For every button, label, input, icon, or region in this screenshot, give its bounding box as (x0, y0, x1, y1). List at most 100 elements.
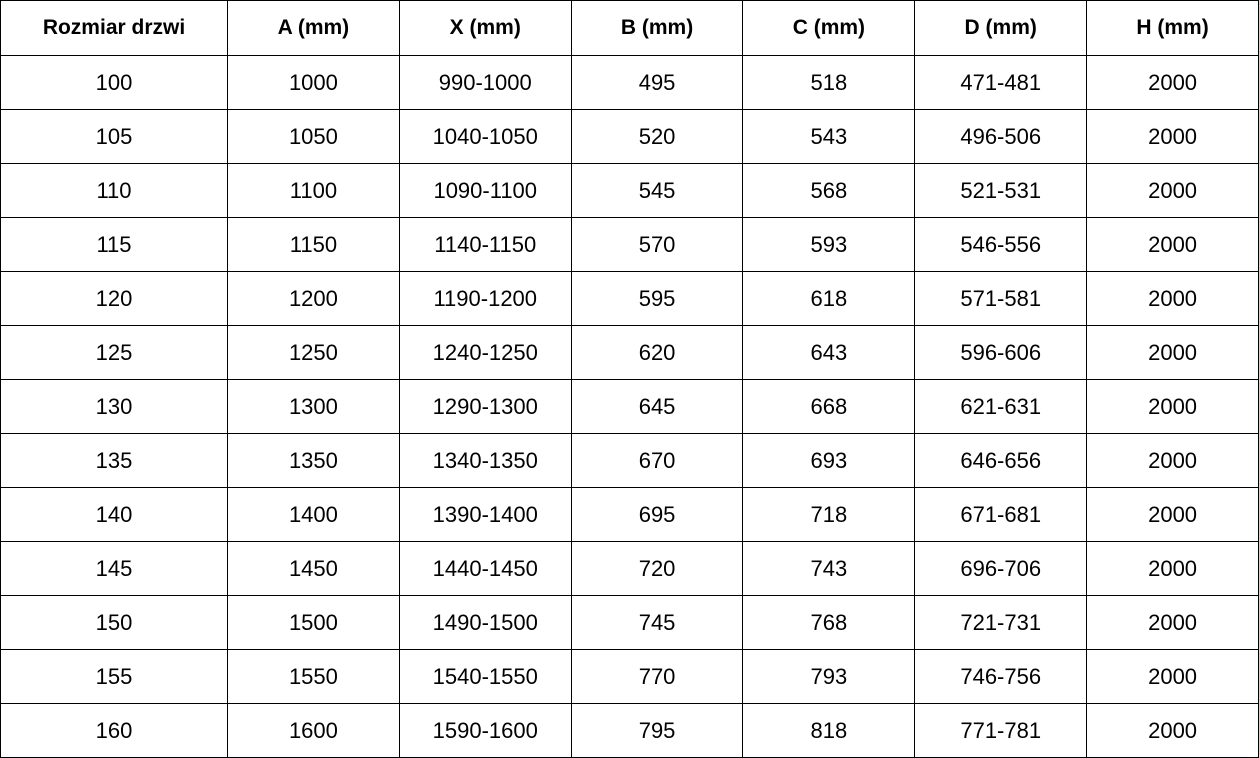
table-cell: 745 (570, 595, 744, 650)
table-cell: 695 (570, 487, 744, 542)
table-cell: 671-681 (914, 487, 1088, 542)
table-cell: 693 (742, 433, 916, 488)
table-cell: 1000 (227, 55, 400, 110)
table-header: Rozmiar drzwi A (mm) X (mm) B (mm) C (mm) D (… (0, 0, 1259, 56)
column-header: H (mm) (1086, 0, 1259, 56)
table-cell: 496-506 (914, 109, 1088, 164)
table-cell: 2000 (1086, 703, 1259, 758)
table-cell: 135 (0, 433, 228, 488)
table-cell: 155 (0, 649, 228, 704)
table-cell: 621-631 (914, 379, 1088, 434)
table-cell: 521-531 (914, 163, 1088, 218)
table-cell: 2000 (1086, 55, 1259, 110)
column-header: C (mm) (742, 0, 916, 56)
table-cell: 668 (742, 379, 916, 434)
table-cell: 720 (570, 541, 744, 596)
table-cell: 1600 (227, 703, 400, 758)
table-cell: 1390-1400 (398, 487, 572, 542)
table-row: 135 1350 1340-1350 670 693 646-656 2000 (0, 433, 1259, 488)
table-cell: 718 (742, 487, 916, 542)
table-cell: 2000 (1086, 541, 1259, 596)
table-cell: 1300 (227, 379, 400, 434)
table-cell: 2000 (1086, 649, 1259, 704)
table-cell: 2000 (1086, 109, 1259, 164)
table-cell: 1250 (227, 325, 400, 380)
table-cell: 545 (570, 163, 744, 218)
table-cell: 105 (0, 109, 228, 164)
table-cell: 645 (570, 379, 744, 434)
table-cell: 1500 (227, 595, 400, 650)
column-header: A (mm) (227, 0, 400, 56)
table-cell: 620 (570, 325, 744, 380)
table-cell: 2000 (1086, 379, 1259, 434)
table-cell: 1350 (227, 433, 400, 488)
table-cell: 1240-1250 (398, 325, 572, 380)
table-cell: 1340-1350 (398, 433, 572, 488)
table-cell: 770 (570, 649, 744, 704)
column-header: D (mm) (914, 0, 1088, 56)
table-cell: 520 (570, 109, 744, 164)
table-cell: 1440-1450 (398, 541, 572, 596)
table-cell: 746-756 (914, 649, 1088, 704)
table-cell: 1190-1200 (398, 271, 572, 326)
table-row: 140 1400 1390-1400 695 718 671-681 2000 (0, 487, 1259, 542)
table-cell: 2000 (1086, 271, 1259, 326)
table-cell: 568 (742, 163, 916, 218)
table-cell: 100 (0, 55, 228, 110)
table-cell: 618 (742, 271, 916, 326)
table-row: 150 1500 1490-1500 745 768 721-731 2000 (0, 595, 1259, 650)
table-cell: 1490-1500 (398, 595, 572, 650)
table-row: 115 1150 1140-1150 570 593 546-556 2000 (0, 217, 1259, 272)
table-cell: 518 (742, 55, 916, 110)
table-cell: 1540-1550 (398, 649, 572, 704)
table-row: 100 1000 990-1000 495 518 471-481 2000 (0, 55, 1259, 110)
table-cell: 596-606 (914, 325, 1088, 380)
table-cell: 643 (742, 325, 916, 380)
table-cell: 1100 (227, 163, 400, 218)
table-cell: 646-656 (914, 433, 1088, 488)
table-cell: 696-706 (914, 541, 1088, 596)
table-cell: 793 (742, 649, 916, 704)
table-cell: 495 (570, 55, 744, 110)
table-cell: 570 (570, 217, 744, 272)
table-cell: 140 (0, 487, 228, 542)
column-header: X (mm) (398, 0, 572, 56)
table-cell: 543 (742, 109, 916, 164)
table-cell: 1050 (227, 109, 400, 164)
table-cell: 1550 (227, 649, 400, 704)
table-cell: 1590-1600 (398, 703, 572, 758)
table-cell: 743 (742, 541, 916, 596)
table-cell: 1090-1100 (398, 163, 572, 218)
table-cell: 818 (742, 703, 916, 758)
table-cell: 2000 (1086, 433, 1259, 488)
table-cell: 721-731 (914, 595, 1088, 650)
column-header: B (mm) (570, 0, 744, 56)
table-row: 130 1300 1290-1300 645 668 621-631 2000 (0, 379, 1259, 434)
table-cell: 120 (0, 271, 228, 326)
table-cell: 670 (570, 433, 744, 488)
table-cell: 2000 (1086, 487, 1259, 542)
table-cell: 150 (0, 595, 228, 650)
table-cell: 160 (0, 703, 228, 758)
table-row: 125 1250 1240-1250 620 643 596-606 2000 (0, 325, 1259, 380)
table-cell: 125 (0, 325, 228, 380)
table-cell: 1450 (227, 541, 400, 596)
table-row: 155 1550 1540-1550 770 793 746-756 2000 (0, 649, 1259, 704)
table-cell: 2000 (1086, 217, 1259, 272)
table-cell: 1400 (227, 487, 400, 542)
column-header: Rozmiar drzwi (0, 0, 228, 56)
table-row: 145 1450 1440-1450 720 743 696-706 2000 (0, 541, 1259, 596)
table-body: 100 1000 990-1000 495 518 471-481 2000 105 1050 1… (0, 55, 1259, 758)
table-cell: 771-781 (914, 703, 1088, 758)
table-cell: 1150 (227, 217, 400, 272)
table-cell: 1290-1300 (398, 379, 572, 434)
table-row: 120 1200 1190-1200 595 618 571-581 2000 (0, 271, 1259, 326)
table-cell: 471-481 (914, 55, 1088, 110)
table-cell: 1200 (227, 271, 400, 326)
table-cell: 110 (0, 163, 228, 218)
header-row: Rozmiar drzwi A (mm) X (mm) B (mm) C (mm) D (… (0, 0, 1259, 56)
table-cell: 546-556 (914, 217, 1088, 272)
table-cell: 145 (0, 541, 228, 596)
table-cell: 2000 (1086, 325, 1259, 380)
